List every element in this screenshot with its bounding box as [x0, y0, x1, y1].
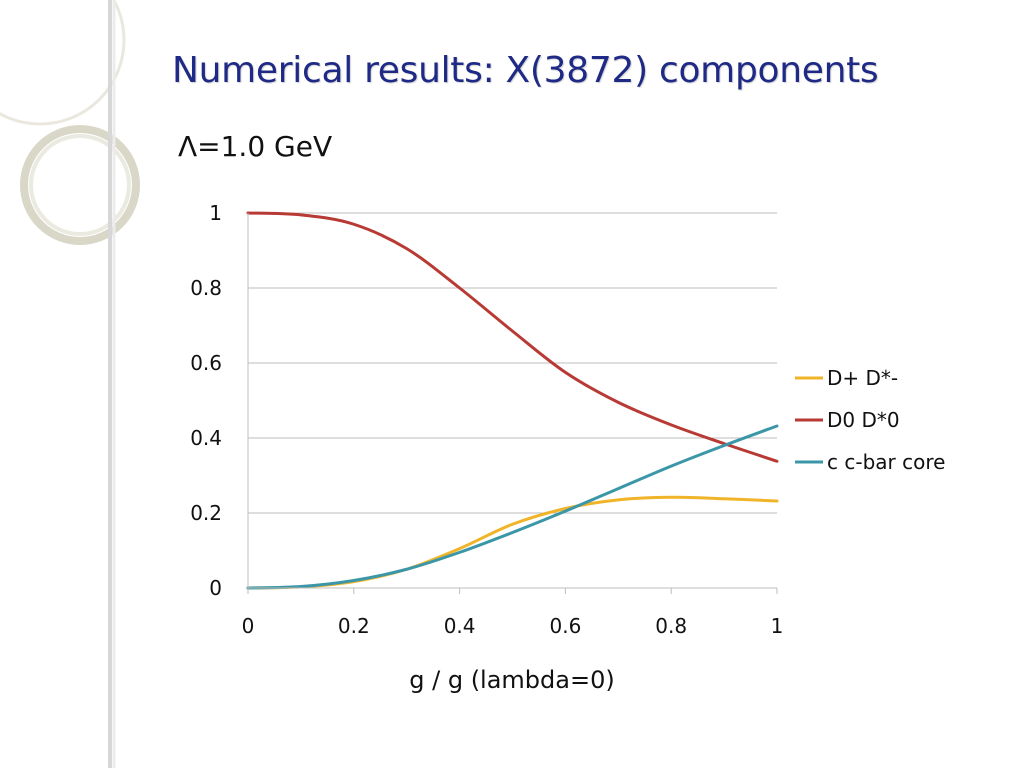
y-tick-label: 0.6	[190, 351, 222, 375]
decorative-rings	[0, 0, 140, 768]
y-tick-label: 0.4	[190, 426, 222, 450]
x-tick-label: 0	[242, 614, 255, 638]
y-tick-label: 0.2	[190, 501, 222, 525]
legend-label: D+ D*-	[827, 366, 898, 390]
series-line-1	[246, 211, 779, 463]
x-tick-label: 0.8	[655, 614, 687, 638]
grid-layer	[248, 212, 777, 514]
x-tick-label: 0.6	[549, 614, 581, 638]
y-tick-label: 1	[209, 201, 222, 225]
axis-layer: 0 0.2 0.4 0.6 0.8 1 0 0.2 0.4 0.6 0.8 1	[190, 201, 783, 638]
x-axis-label: g / g (lambda=0)	[409, 666, 614, 694]
legend: D+ D*- D0 D*0 c c-bar core	[795, 366, 945, 474]
x-tick-label: 0.4	[444, 614, 476, 638]
series-line-0	[246, 495, 779, 590]
series-line-2	[246, 424, 779, 590]
y-tick-label: 0	[209, 576, 222, 600]
x-tick-label: 1	[771, 614, 784, 638]
chart-title: Λ=1.0 GeV	[178, 130, 333, 163]
series-layer	[246, 211, 779, 590]
y-tick-label: 0.8	[190, 276, 222, 300]
legend-label: c c-bar core	[827, 450, 945, 474]
slide-title: Numerical results: X(3872) components	[172, 50, 879, 91]
x-tick-label: 0.2	[338, 614, 370, 638]
legend-label: D0 D*0	[827, 408, 900, 432]
